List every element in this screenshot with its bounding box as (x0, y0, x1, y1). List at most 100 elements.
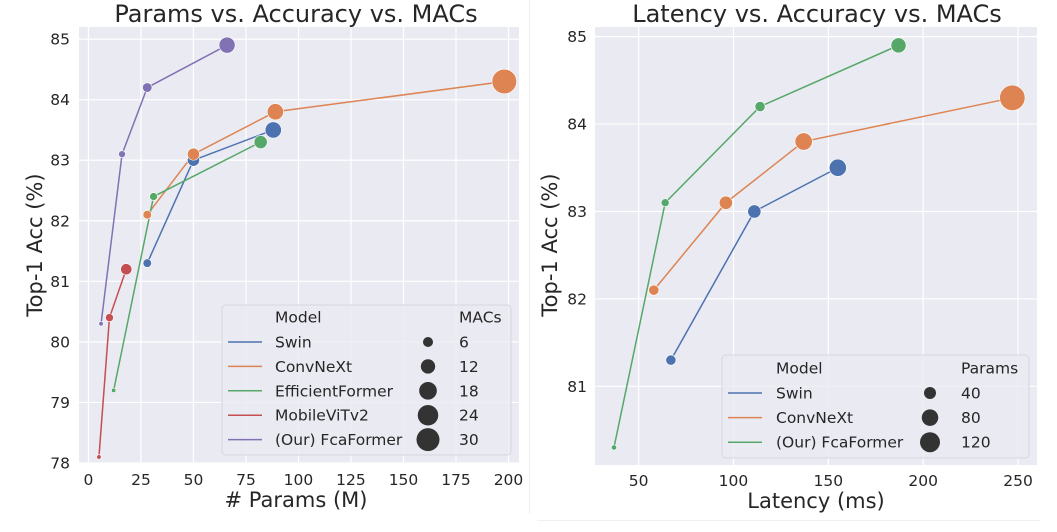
legend-size-marker (423, 337, 433, 347)
legend-size-label: 12 (459, 358, 479, 376)
x-tick-label: 100 (284, 471, 314, 489)
data-point-convnext (718, 195, 733, 210)
y-tick-label: 81 (567, 378, 587, 396)
legend-model-label: MobileViTv2 (275, 407, 369, 425)
y-tick-label: 79 (50, 394, 70, 412)
legend-size-label: 24 (459, 407, 479, 425)
x-tick-label: 150 (814, 472, 844, 490)
data-point-efficientformer (660, 198, 670, 208)
series-markers (611, 37, 1026, 451)
y-axis-label: Top-1 Acc (%) (23, 173, 47, 317)
data-point-swin (142, 258, 152, 268)
legend: Model MACs Swin ConvNeXt EfficientFormer Mobi… (221, 304, 512, 456)
data-point-mobilevitv2 (120, 263, 133, 276)
x-tick-label: 25 (131, 471, 151, 489)
x-axis-label: Latency (ms) (747, 489, 884, 513)
data-point-swin (264, 121, 282, 139)
legend-size-label: 6 (459, 334, 469, 352)
series-line-convnext (146, 80, 505, 216)
y-tick-label: 85 (567, 28, 587, 46)
legend-model-label: EfficientFormer (275, 382, 394, 400)
y-tick-label: 83 (50, 152, 70, 170)
legend-size-label: 120 (961, 434, 991, 452)
x-tick-label: 175 (441, 471, 471, 489)
x-tick-label: 0 (84, 471, 94, 489)
data-point-convnext (491, 68, 517, 95)
x-axis-label: # Params (M) (225, 488, 368, 512)
legend-model-label: (Our) FcaFormer (275, 431, 403, 449)
y-tick-label: 80 (50, 333, 70, 351)
legend-model-label: Swin (776, 385, 813, 403)
data-point-fcaformer (142, 82, 153, 93)
legend-model-label: (Our) FcaFormer (776, 434, 904, 452)
legend-model-label: Swin (275, 334, 312, 352)
chart-title: Params vs. Accuracy vs. MACs (114, 0, 477, 28)
legend-hue-title: Model (275, 309, 322, 327)
data-point-swin (828, 158, 847, 177)
x-tick-label: 75 (236, 471, 256, 489)
legend-size-marker (419, 381, 437, 400)
x-tick-label: 50 (629, 472, 649, 490)
x-tick-label: 200 (908, 472, 938, 490)
y-tick-label: 82 (50, 212, 70, 230)
y-tick-labels: 78 79 80 81 82 83 84 85 (50, 31, 70, 473)
legend-box (221, 304, 512, 456)
legend-size-label: 80 (961, 409, 981, 427)
legend-size-marker (921, 409, 939, 426)
params-accuracy-chart: 0 25 50 75 100 125 150 175 200 7879808182838485 … (23, 0, 523, 512)
data-point-fcaformer (218, 36, 236, 54)
legend-box (721, 354, 1030, 459)
y-tick-label: 84 (50, 91, 70, 109)
data-point-efficientformer (111, 387, 117, 393)
series-line-efficientformer (613, 44, 899, 448)
legend: Model Params Swin ConvNeXt (Our) FcaFormer 40… (721, 354, 1030, 459)
legend-hue-title: Model (776, 360, 823, 378)
data-point-convnext (142, 210, 152, 220)
x-tick-label: 200 (494, 471, 524, 489)
series-line-fcaformer (100, 44, 228, 324)
data-point-efficientformer (890, 37, 907, 54)
legend-size-label: 40 (961, 385, 981, 403)
y-tick-label: 81 (50, 273, 70, 291)
data-point-mobilevitv2 (96, 454, 102, 460)
x-tick-label: 100 (719, 472, 749, 490)
y-tick-label: 83 (567, 203, 587, 221)
y-tick-label: 78 (50, 455, 70, 473)
data-point-convnext (187, 147, 200, 161)
chart-title: Latency vs. Accuracy vs. MACs (632, 0, 1002, 28)
legend-model-label: ConvNeXt (776, 409, 853, 427)
legend-size-marker (924, 387, 936, 399)
y-tick-label: 85 (50, 31, 70, 49)
x-tick-label: 125 (336, 471, 366, 489)
series-line-convnext (653, 97, 1013, 291)
data-point-convnext (266, 103, 284, 121)
legend-size-marker (417, 404, 439, 426)
data-point-efficientformer (754, 101, 766, 112)
y-tick-labels: 81 82 83 84 85 (567, 28, 587, 396)
legend-size-marker (920, 432, 940, 453)
y-tick-label: 84 (567, 116, 587, 134)
legend-size-title: MACs (459, 309, 502, 327)
data-point-swin (665, 354, 677, 366)
latency-accuracy-chart: 50 100 150 200 250 81 82 83 84 85 Latency vs. Ac… (538, 0, 1037, 513)
data-point-fcaformer (118, 150, 126, 158)
y-tick-label: 82 (567, 290, 587, 308)
legend-size-title: Params (961, 360, 1018, 378)
data-point-convnext (999, 84, 1026, 111)
data-point-efficientformer (149, 192, 158, 201)
data-point-convnext (648, 284, 660, 296)
legend-size-label: 18 (459, 382, 479, 400)
x-tick-label: 250 (1003, 472, 1033, 490)
data-point-mobilevitv2 (105, 313, 114, 323)
data-point-efficientformer (611, 444, 617, 451)
series-markers (96, 36, 517, 460)
legend-size-label: 30 (459, 431, 479, 449)
data-point-convnext (794, 132, 813, 151)
y-axis-label: Top-1 Acc (%) (538, 173, 562, 317)
legend-size-marker (416, 428, 440, 452)
data-point-efficientformer (253, 135, 268, 149)
x-tick-label: 150 (389, 471, 419, 489)
x-tick-labels: 50 100 150 200 250 (629, 472, 1033, 490)
